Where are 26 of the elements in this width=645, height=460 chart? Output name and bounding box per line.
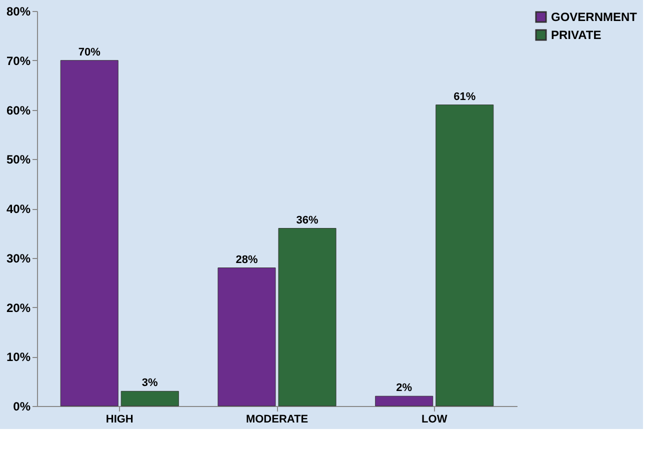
x-tick-label: MODERATE: [246, 414, 308, 426]
data-label: 28%: [236, 254, 258, 266]
bar: [436, 104, 494, 406]
bar: [278, 228, 336, 406]
legend-label: PRIVATE: [551, 28, 602, 42]
bar: [120, 390, 179, 406]
data-label: 61%: [454, 90, 476, 103]
data-label: 2%: [396, 382, 412, 394]
bar: [375, 396, 434, 406]
y-tick-label: 80%: [6, 4, 31, 18]
data-label: 3%: [142, 377, 158, 390]
bar: [60, 60, 118, 406]
data-label: 70%: [78, 46, 101, 58]
y-tick-label: 50%: [6, 152, 31, 167]
y-tick-label: 30%: [6, 251, 31, 266]
y-tick-label: 20%: [6, 300, 31, 315]
y-tick-label: 70%: [6, 54, 31, 68]
y-tick-label: 60%: [6, 103, 31, 118]
x-tick-label: LOW: [422, 414, 448, 426]
y-tick-label: 0%: [13, 400, 31, 414]
data-label: 36%: [296, 214, 318, 226]
bar: [218, 268, 276, 406]
legend-label: GOVERNMENT: [551, 10, 638, 24]
y-tick-label: 10%: [6, 350, 31, 364]
x-tick-label: HIGH: [106, 414, 134, 426]
y-tick-label: 40%: [6, 202, 31, 216]
